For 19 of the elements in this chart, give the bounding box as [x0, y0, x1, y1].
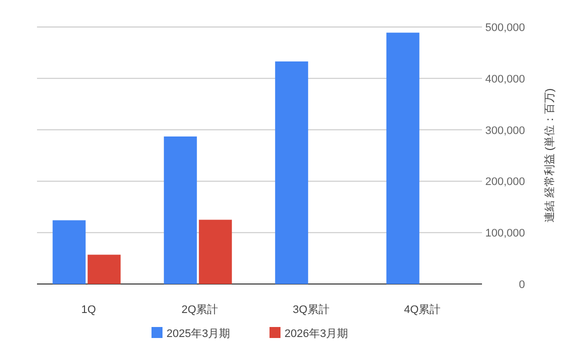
bar	[88, 254, 121, 284]
bar	[52, 220, 86, 284]
y-axis-title: 連結 経常利益 (単位：百万)	[543, 88, 556, 223]
y-tick-label: 500,000	[485, 22, 525, 34]
legend-label: 2026年3月期	[284, 328, 348, 340]
y-tick-label: 300,000	[485, 124, 525, 137]
y-tick-label: 100,000	[485, 228, 525, 240]
x-tick-label: 1Q	[81, 304, 96, 316]
legend-label: 2025年3月期	[166, 328, 230, 340]
bar	[386, 32, 420, 284]
bar	[198, 220, 232, 284]
x-tick-label: 3Q累計	[292, 303, 330, 316]
y-tick-label: 400,000	[485, 73, 525, 86]
y-tick-label: 0	[518, 279, 525, 291]
bar	[275, 61, 308, 284]
bar	[164, 136, 197, 284]
x-tick-label: 2Q累計	[182, 303, 218, 316]
x-tick-label: 4Q累計	[404, 303, 441, 316]
y-tick-label: 200,000	[485, 176, 525, 188]
